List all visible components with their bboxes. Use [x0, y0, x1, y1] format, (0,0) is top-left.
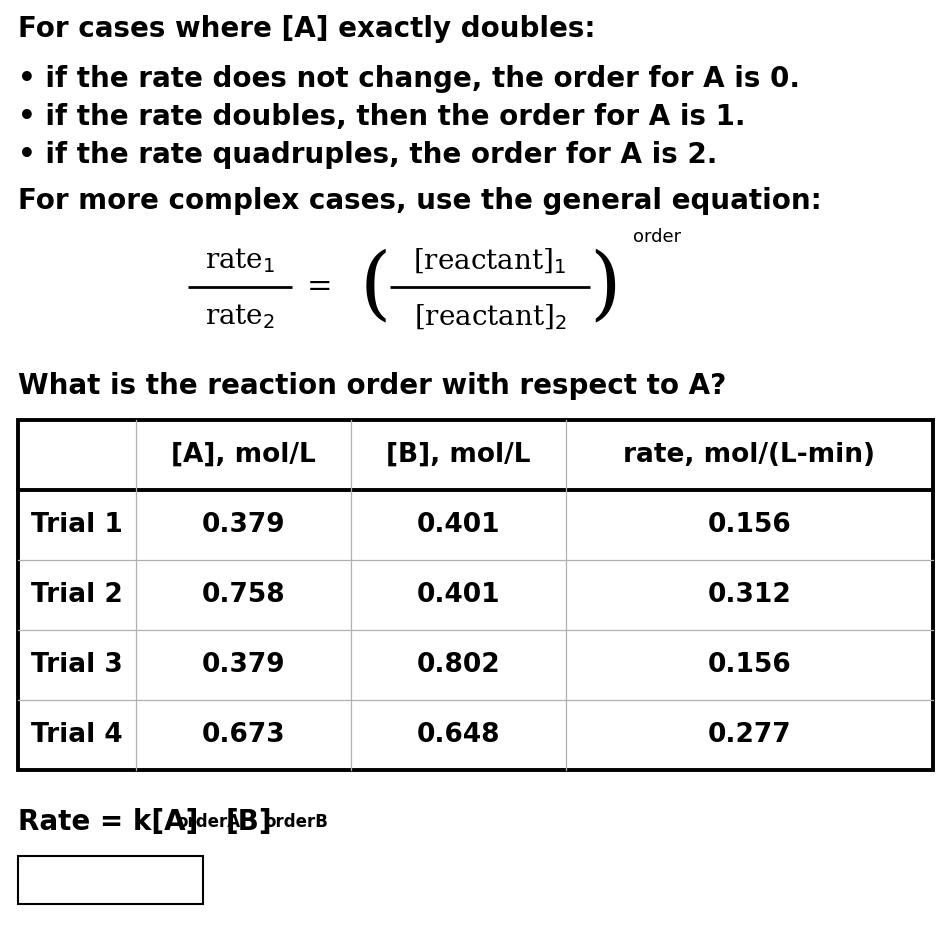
Text: For more complex cases, use the general equation:: For more complex cases, use the general … [18, 187, 822, 215]
Text: rate, mol/(L-min): rate, mol/(L-min) [624, 442, 876, 468]
Text: ): ) [590, 248, 621, 326]
Text: orderB: orderB [264, 813, 328, 831]
Text: 0.379: 0.379 [202, 652, 285, 678]
Text: Trial 4: Trial 4 [31, 722, 123, 748]
Text: [reactant]$_2$: [reactant]$_2$ [413, 302, 566, 332]
Bar [18, 420, 933, 770]
Text: 0.648: 0.648 [417, 722, 501, 748]
Text: [B], mol/L: [B], mol/L [386, 442, 531, 468]
Text: Trial 3: Trial 3 [31, 652, 123, 678]
Text: 0.156: 0.156 [707, 652, 792, 678]
Text: 0.277: 0.277 [708, 722, 792, 748]
Text: What is the reaction order with respect to A?: What is the reaction order with respect … [18, 372, 726, 400]
Text: 0.401: 0.401 [417, 582, 501, 608]
Text: [reactant]$_1$: [reactant]$_1$ [413, 246, 567, 276]
Text: (: ( [359, 248, 391, 326]
Text: Trial 1: Trial 1 [31, 512, 123, 538]
Text: 0.312: 0.312 [707, 582, 792, 608]
Text: Rate = k[A]: Rate = k[A] [18, 808, 198, 836]
Text: 0.156: 0.156 [707, 512, 792, 538]
Text: Trial 2: Trial 2 [31, 582, 123, 608]
Text: 0.673: 0.673 [202, 722, 285, 748]
Text: • if the rate quadruples, the order for A is 2.: • if the rate quadruples, the order for … [18, 141, 718, 169]
Text: =: = [307, 272, 333, 302]
Text: 0.401: 0.401 [417, 512, 501, 538]
Text: • if the rate does not change, the order for A is 0.: • if the rate does not change, the order… [18, 65, 800, 93]
Text: order: order [633, 228, 681, 246]
Text: rate$_2$: rate$_2$ [205, 303, 275, 332]
Text: orderA: orderA [176, 813, 240, 831]
Text: rate$_1$: rate$_1$ [205, 247, 275, 276]
Text: 0.802: 0.802 [417, 652, 501, 678]
Text: For cases where [A] exactly doubles:: For cases where [A] exactly doubles: [18, 15, 595, 43]
Bar [18, 856, 203, 904]
Text: • if the rate doubles, then the order for A is 1.: • if the rate doubles, then the order fo… [18, 103, 745, 131]
Text: 0.758: 0.758 [202, 582, 285, 608]
Text: [B]: [B] [226, 808, 273, 836]
Text: [A], mol/L: [A], mol/L [172, 442, 316, 468]
Text: 0.379: 0.379 [202, 512, 285, 538]
